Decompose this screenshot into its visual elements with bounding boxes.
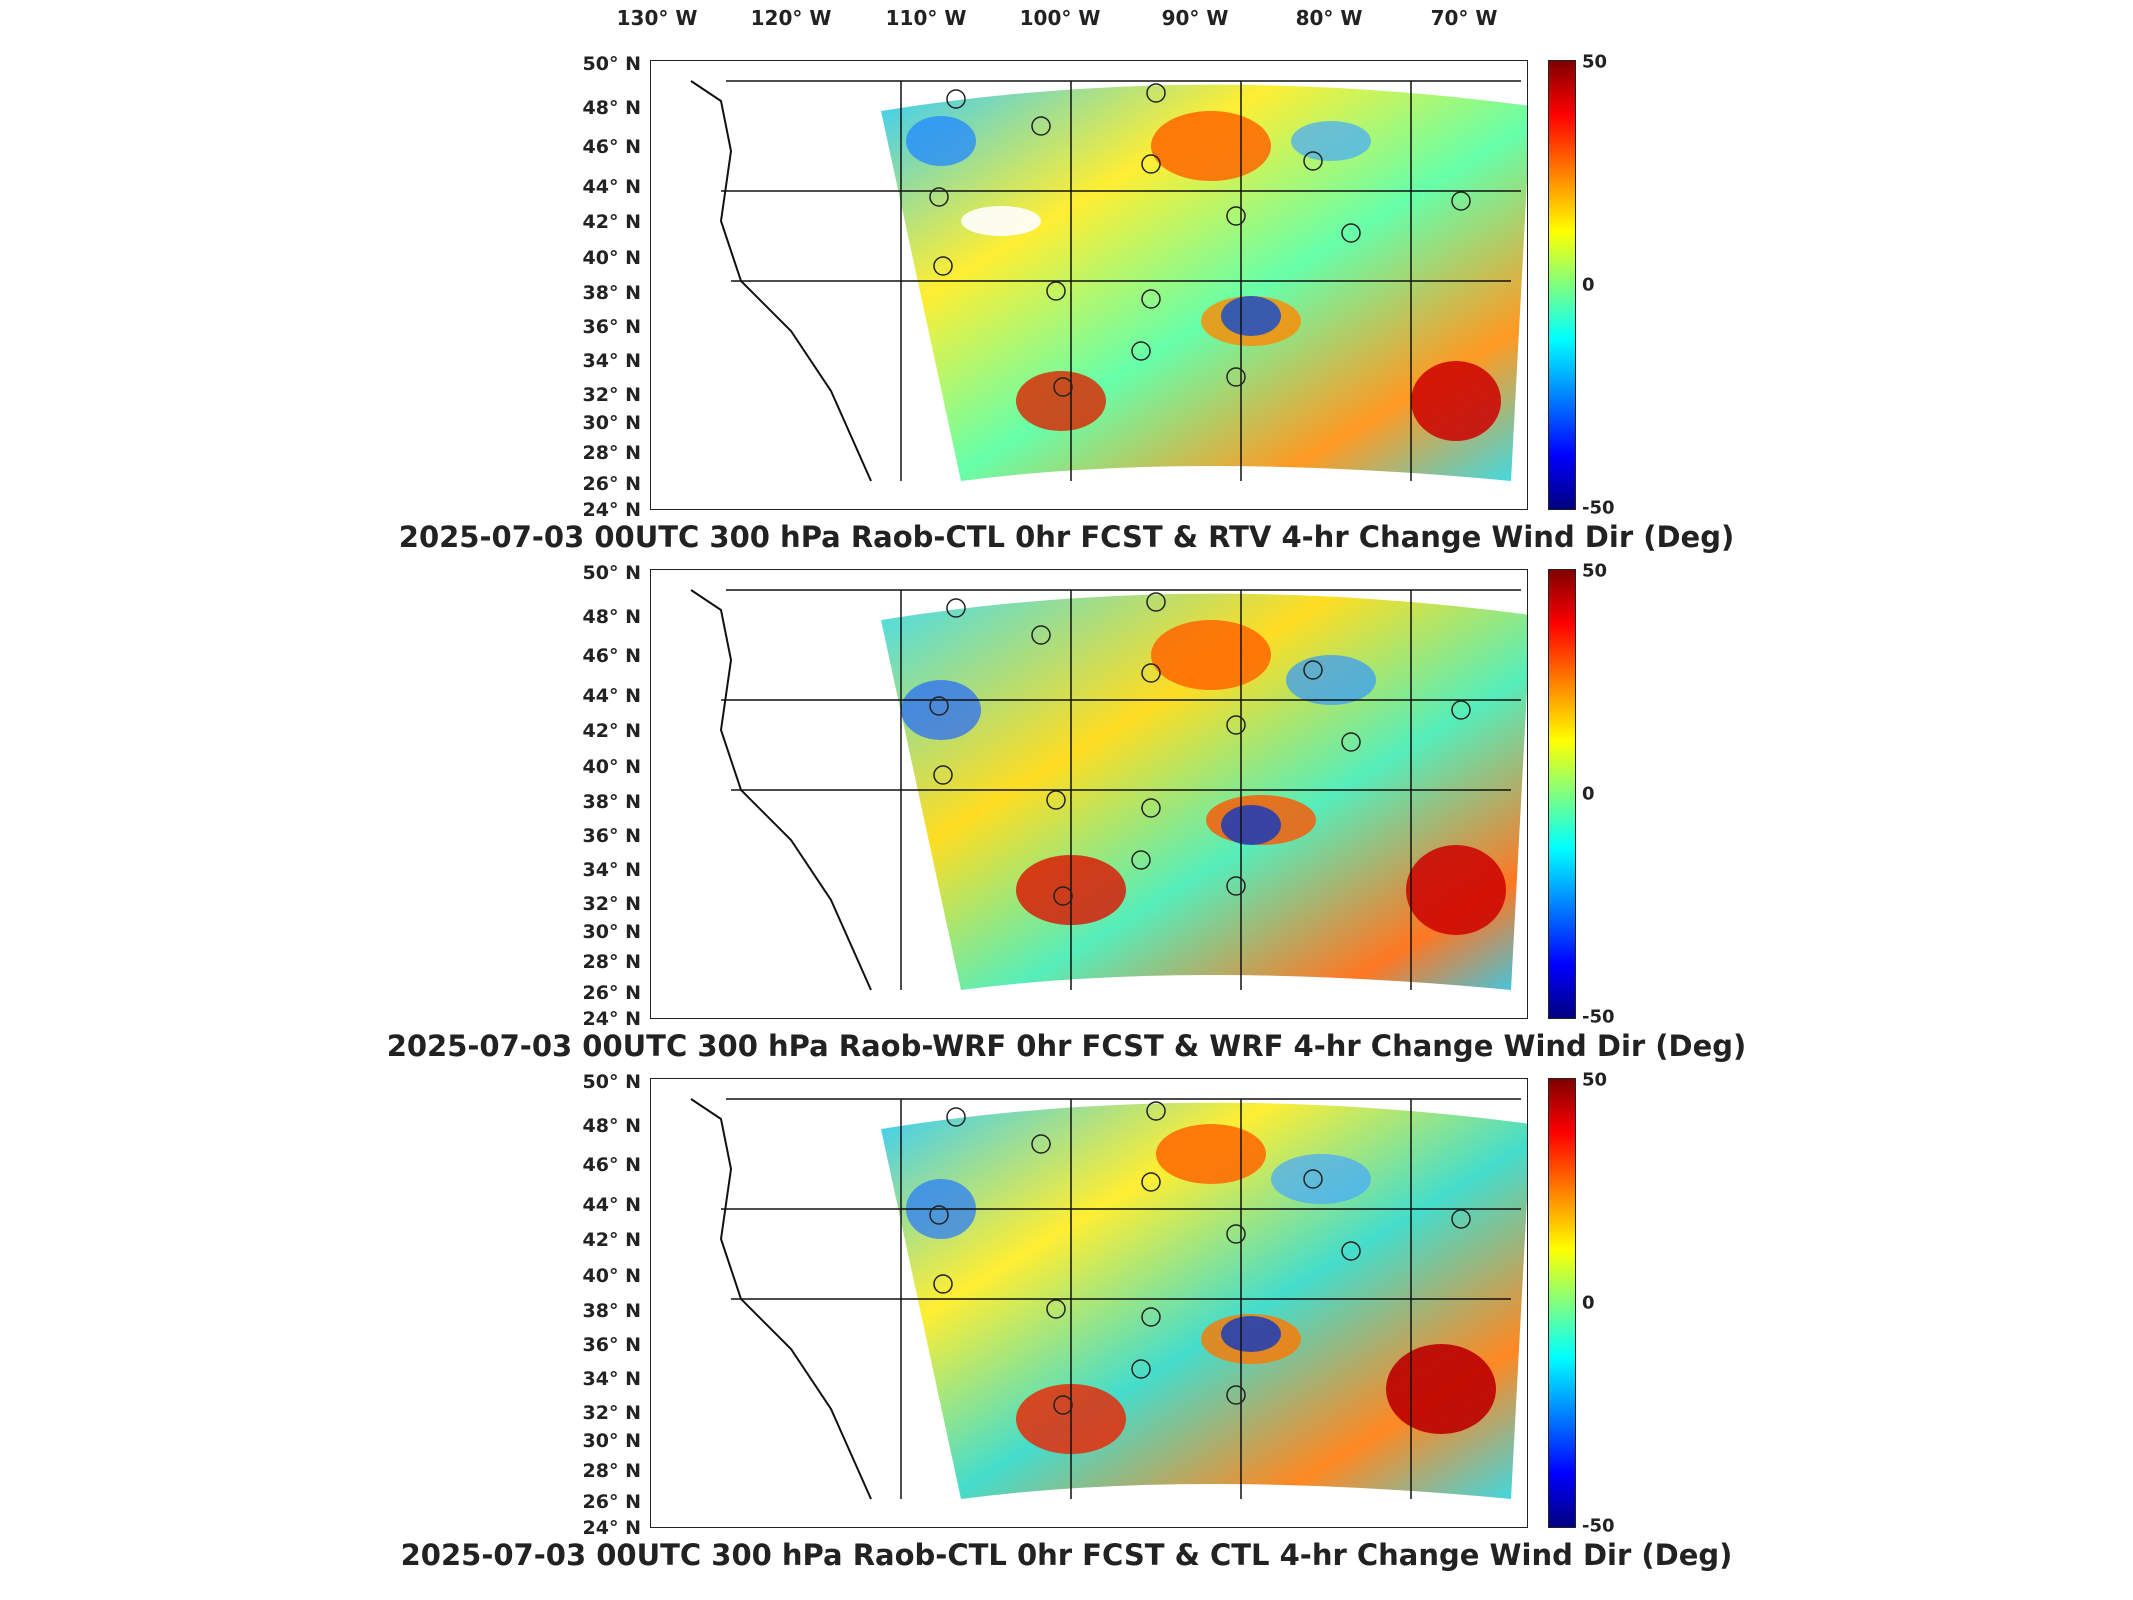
lat-label: 48° N [582,97,641,119]
lat-label: 48° N [582,1115,641,1137]
colorbar-max: 50 [1582,51,1608,73]
lat-label: 32° N [582,384,641,406]
lat-label: 34° N [582,859,641,881]
lat-label: 46° N [582,1154,641,1176]
lat-label: 38° N [582,791,641,813]
map-panel-1: 50 0 -50 2025-07-03 00UTC 300 hPa Raob-C… [0,52,2133,570]
lat-label: 26° N [582,982,641,1004]
lon-label: 100° W [1019,6,1101,30]
lat-label: 44° N [582,1194,641,1216]
lat-label: 44° N [582,176,641,198]
colorbar-mid: 0 [1582,783,1595,805]
lon-label: 110° W [885,6,967,30]
lat-label: 40° N [582,247,641,269]
lat-label: 42° N [582,1229,641,1251]
lat-label: 30° N [582,1430,641,1452]
colorbar-max: 50 [1582,1069,1608,1091]
lat-label: 32° N [582,893,641,915]
map-frame [650,60,1528,510]
colorbar [1548,60,1576,510]
lat-label: 28° N [582,1460,641,1482]
lat-label: 38° N [582,1300,641,1322]
lat-label: 24° N [582,499,641,521]
lon-label: 80° W [1295,6,1363,30]
lat-label: 36° N [582,316,641,338]
colorbar-min: -50 [1582,1515,1615,1537]
wind-direction-map [690,1098,1527,1500]
panel-title: 2025-07-03 00UTC 300 hPa Raob-WRF 0hr FC… [386,1029,1747,1063]
colorbar [1548,569,1576,1019]
lon-label: 70° W [1430,6,1498,30]
lat-label: 36° N [582,825,641,847]
lat-label: 50° N [582,562,641,584]
lat-label: 44° N [582,685,641,707]
lat-label: 42° N [582,211,641,233]
lat-label: 42° N [582,720,641,742]
colorbar-mid: 0 [1582,1292,1595,1314]
colorbar-min: -50 [1582,497,1615,519]
lat-label: 28° N [582,442,641,464]
lat-label: 34° N [582,350,641,372]
lat-label: 32° N [582,1402,641,1424]
colorbar-max: 50 [1582,560,1608,582]
colorbar [1548,1078,1576,1528]
map-panel-3: 50 0 -50 2025-07-03 00UTC 300 hPa Raob-C… [0,1070,2133,1588]
lat-label: 38° N [582,282,641,304]
lat-label: 36° N [582,1334,641,1356]
lon-label: 90° W [1161,6,1229,30]
wind-direction-map [690,589,1527,991]
panel-title: 2025-07-03 00UTC 300 hPa Raob-CTL 0hr FC… [400,1538,1733,1572]
lat-label: 46° N [582,645,641,667]
lat-label: 48° N [582,606,641,628]
lat-label: 26° N [582,473,641,495]
colorbar-mid: 0 [1582,274,1595,296]
wind-direction-map [690,80,1527,482]
lat-label: 46° N [582,136,641,158]
colorbar-min: -50 [1582,1006,1615,1028]
lat-label: 50° N [582,1071,641,1093]
lat-label: 40° N [582,1265,641,1287]
map-panel-2: 50 0 -50 2025-07-03 00UTC 300 hPa Raob-W… [0,561,2133,1079]
map-frame [650,569,1528,1019]
lat-label: 30° N [582,921,641,943]
lat-label: 28° N [582,951,641,973]
lon-label: 120° W [750,6,832,30]
lat-label: 40° N [582,756,641,778]
lat-label: 34° N [582,1368,641,1390]
lat-label: 24° N [582,1517,641,1539]
lat-label: 24° N [582,1008,641,1030]
lat-label: 26° N [582,1491,641,1513]
lat-label: 30° N [582,412,641,434]
lat-label: 50° N [582,53,641,75]
map-frame [650,1078,1528,1528]
lon-label: 130° W [616,6,698,30]
panel-title: 2025-07-03 00UTC 300 hPa Raob-CTL 0hr FC… [398,520,1735,554]
